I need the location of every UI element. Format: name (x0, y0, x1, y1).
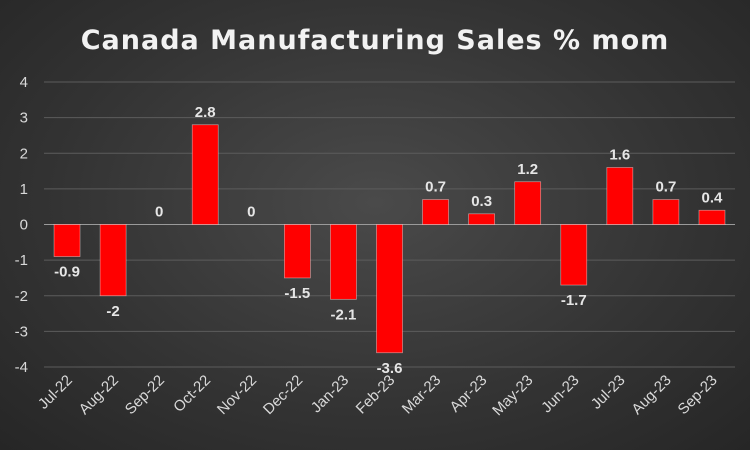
y-tick-label: -4 (15, 359, 28, 376)
data-label: -3.6 (377, 360, 403, 377)
data-label: 0.7 (655, 179, 676, 196)
y-tick-label: 2 (20, 145, 28, 162)
bar-Aug-23 (652, 199, 680, 225)
data-label: 1.2 (517, 161, 538, 178)
bars (53, 124, 726, 354)
y-tick-label: -1 (15, 252, 28, 269)
bar-Jul-23 (606, 167, 634, 225)
data-label: -0.9 (54, 264, 80, 281)
x-tick-label: Jun-23 (538, 372, 582, 416)
data-label: 2.8 (195, 104, 216, 121)
chart-title: Canada Manufacturing Sales % mom (81, 25, 670, 56)
x-tick-label: Sep-23 (675, 372, 721, 418)
x-tick-label: Nov-22 (214, 372, 260, 418)
y-tick-label: 4 (20, 74, 28, 91)
bar-Dec-22 (284, 224, 311, 279)
x-axis-ticks: Jul-22 Aug-22 Sep-22 Oct-22 Nov-22 Dec-22 Jan-… (35, 372, 721, 419)
data-label: 1.6 (609, 147, 630, 164)
data-label: 0 (155, 204, 163, 221)
y-tick-label: 0 (20, 217, 28, 234)
data-label: -1.5 (284, 285, 310, 302)
x-tick-label: Apr-23 (447, 372, 491, 416)
x-tick-label: Aug-23 (629, 372, 675, 418)
y-tick-label: -3 (15, 323, 28, 340)
data-label: 0.4 (702, 189, 724, 206)
bar-Jun-23 (560, 224, 588, 286)
x-tick-label: Oct-22 (170, 372, 214, 416)
data-label: -2.1 (331, 306, 357, 323)
bar-Aug-22 (99, 224, 127, 297)
data-labels: -0.9 -2 0 2.8 0 -1.5 -2.1 -3.6 0.7 0.3 1.2 -1.7 1.6 0… (54, 104, 723, 377)
data-label: -1.7 (561, 292, 587, 309)
x-tick-label: Sep-22 (122, 372, 168, 418)
bar-Feb-23 (376, 224, 403, 354)
bar-Jul-22 (53, 224, 81, 257)
x-tick-label: May-23 (489, 372, 536, 419)
data-label: 0 (247, 204, 255, 221)
y-tick-label: -2 (15, 288, 28, 305)
bar-May-23 (514, 181, 542, 225)
x-tick-label: Aug-22 (76, 372, 122, 418)
x-tick-label: Mar-23 (399, 372, 445, 418)
data-label: 0.7 (425, 179, 446, 196)
y-tick-label: 1 (20, 181, 28, 198)
y-tick-label: 3 (20, 110, 28, 127)
bar-Sep-23 (698, 209, 726, 225)
bar-Mar-23 (422, 199, 449, 225)
x-tick-label: Feb-23 (353, 372, 399, 418)
x-tick-label: Dec-22 (260, 372, 306, 418)
y-axis-ticks: 4 3 2 1 0 -1 -2 -3 -4 (15, 74, 28, 376)
x-tick-label: Jul-23 (588, 372, 629, 413)
bar-Oct-22 (191, 124, 219, 225)
x-tick-label: Jan-23 (308, 372, 352, 416)
data-label: 0.3 (471, 193, 492, 210)
bar-Apr-23 (468, 213, 495, 225)
x-tick-label: Jul-22 (35, 372, 76, 413)
data-label: -2 (106, 303, 119, 320)
bar-Jan-23 (330, 224, 357, 300)
